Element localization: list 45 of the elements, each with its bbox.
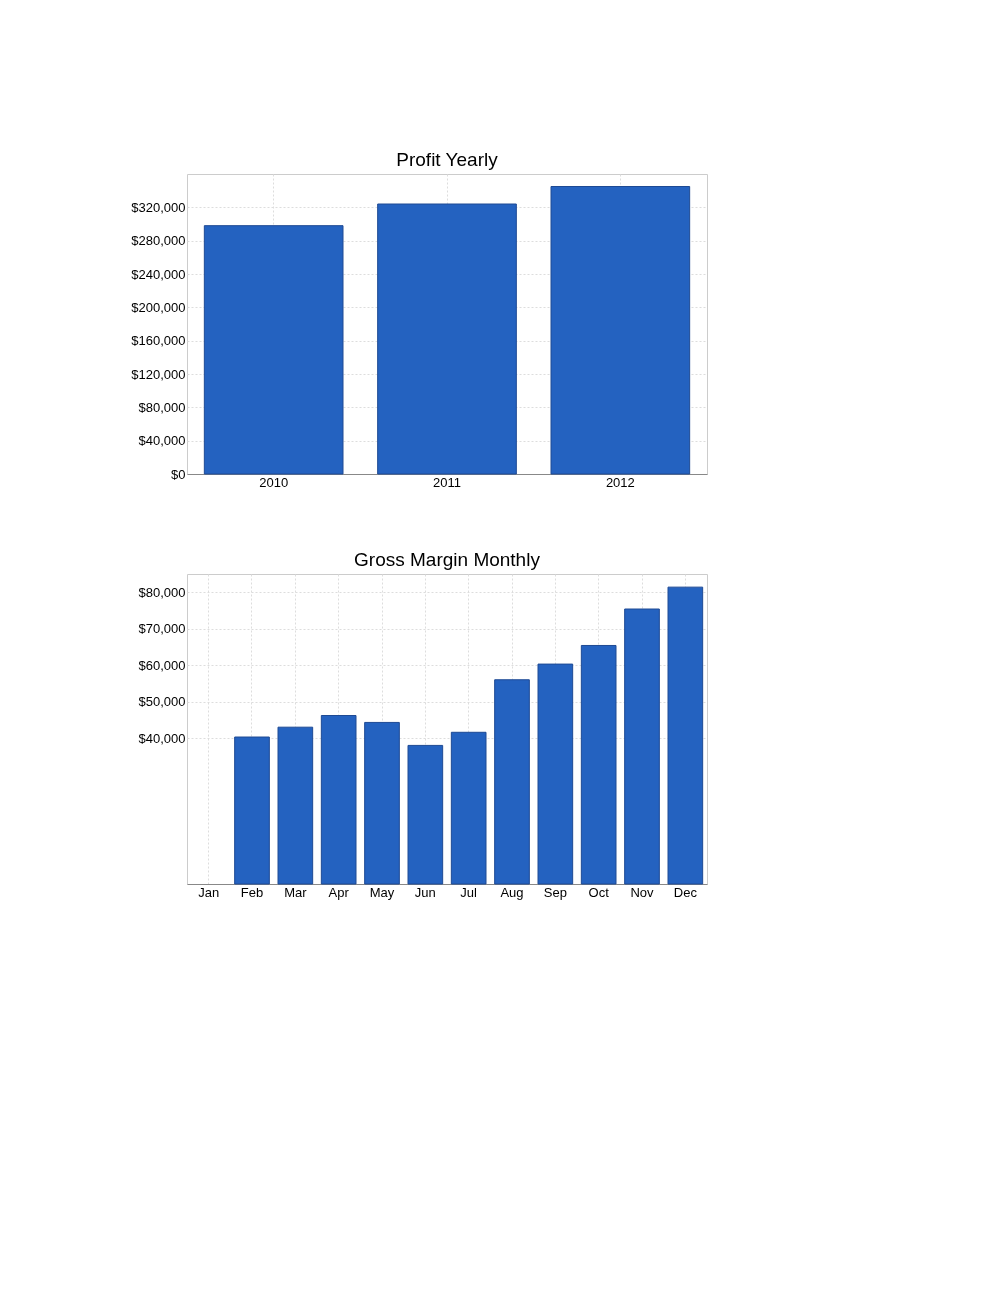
bar <box>450 731 487 885</box>
y-tick-label: $0 <box>171 466 186 482</box>
bar <box>277 726 314 885</box>
bar <box>667 586 704 885</box>
bar <box>203 225 344 475</box>
bar <box>320 715 357 885</box>
x-tick-label: Oct <box>588 884 610 900</box>
y-tick-label: $60,000 <box>138 657 186 673</box>
x-tick-label: Dec <box>673 884 698 900</box>
y-tick-label: $160,000 <box>131 333 186 349</box>
y-tick-label: $200,000 <box>131 299 186 315</box>
x-tick-label: Sep <box>543 884 567 900</box>
x-tick-label: Jan <box>198 884 220 900</box>
y-tick-label: $40,000 <box>138 730 186 746</box>
chart-title: Gross Margin Monthly <box>354 549 541 570</box>
x-tick-label: 2010 <box>259 474 289 490</box>
x-tick-label: 2012 <box>605 474 635 490</box>
y-tick-label: $80,000 <box>138 399 186 415</box>
y-tick-label: $40,000 <box>138 433 186 449</box>
y-tick-label: $70,000 <box>138 621 186 637</box>
bar <box>580 644 617 885</box>
bar <box>494 679 530 885</box>
bar <box>234 736 270 885</box>
x-tick-label: Nov <box>630 884 655 900</box>
bar <box>377 203 517 475</box>
x-tick-label: Apr <box>328 884 350 900</box>
y-tick-label: $50,000 <box>138 694 186 710</box>
chart-title: Profit Yearly <box>396 149 499 170</box>
bar <box>364 721 400 885</box>
x-tick-label: Aug <box>500 884 524 900</box>
x-tick-label: Jun <box>414 884 436 900</box>
y-tick-label: $120,000 <box>131 366 186 382</box>
bar <box>537 663 574 885</box>
x-tick-label: Mar <box>284 884 308 900</box>
x-tick-label: 2011 <box>433 474 461 490</box>
y-tick-label: $80,000 <box>138 584 186 600</box>
bar <box>624 608 660 885</box>
y-tick-label: $240,000 <box>131 266 186 282</box>
x-tick-label: Jul <box>460 884 478 900</box>
bar <box>407 744 444 885</box>
x-tick-label: Feb <box>240 884 264 900</box>
y-tick-label: $320,000 <box>131 199 186 215</box>
x-tick-label: May <box>369 884 395 900</box>
y-tick-label: $280,000 <box>131 233 186 249</box>
bar <box>550 186 691 475</box>
